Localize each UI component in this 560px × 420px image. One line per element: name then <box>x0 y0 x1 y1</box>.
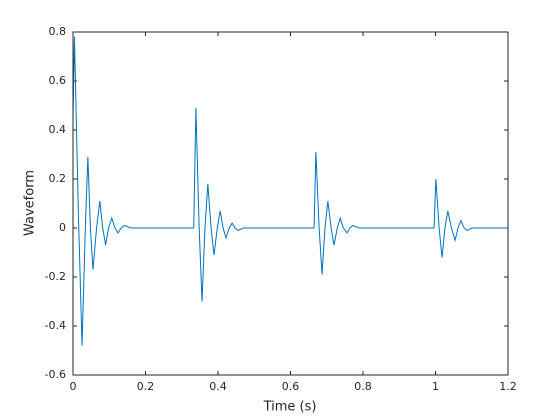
y-tick-label: 0.2 <box>49 172 67 185</box>
x-tick-label: 0.2 <box>137 380 155 393</box>
y-tick-label: 0.6 <box>49 74 67 87</box>
x-axis-label: Time (s) <box>263 400 317 415</box>
x-tick-label: 0 <box>70 380 77 393</box>
y-tick-label: -0.2 <box>45 270 66 283</box>
y-tick-label: 0.8 <box>49 25 67 38</box>
x-tick-label: 0.4 <box>209 380 227 393</box>
plot-area <box>73 32 508 375</box>
data-line <box>72 36 508 346</box>
y-tick-label: 0 <box>59 221 66 234</box>
axes-box <box>72 31 509 376</box>
x-tick-label: 0.6 <box>282 380 300 393</box>
y-tick-label: -0.4 <box>45 319 66 332</box>
y-tick-label: 0.4 <box>49 123 67 136</box>
x-tick-label: 0.8 <box>354 380 372 393</box>
x-tick-label: 1 <box>432 380 439 393</box>
x-tick-label: 1.2 <box>499 380 517 393</box>
y-axis-label: Waveform <box>23 170 38 236</box>
y-tick-label: -0.6 <box>45 368 66 381</box>
